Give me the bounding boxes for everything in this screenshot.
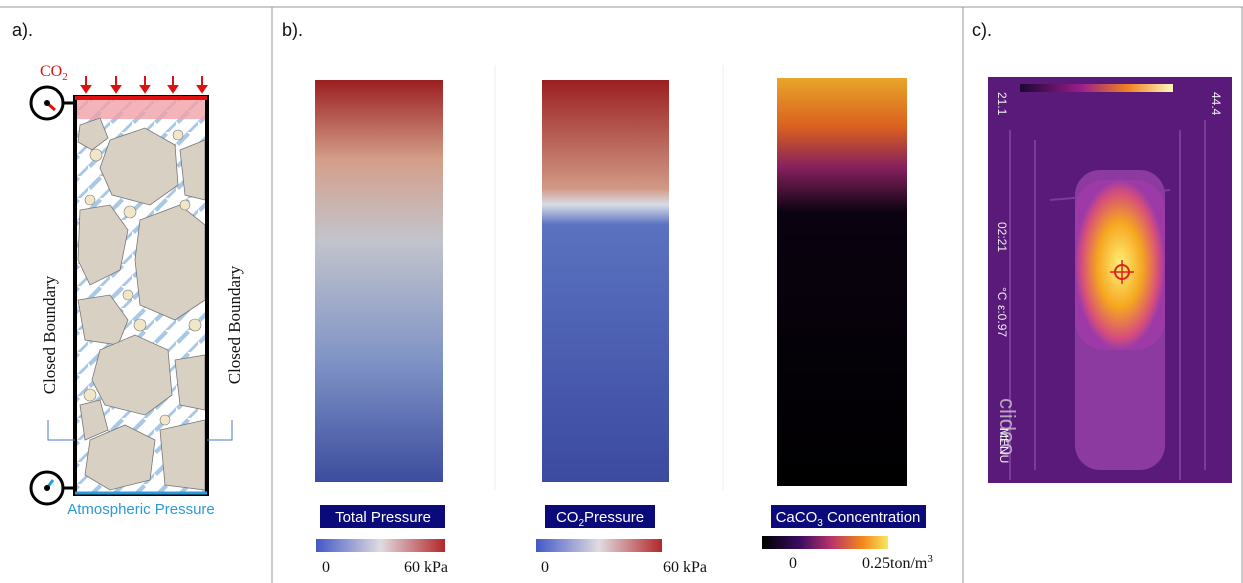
colorbar [536, 539, 662, 552]
min-temp: 21.1 [995, 92, 1009, 116]
figure: a). b). c). CO2 Closed Boundary Closed B… [0, 0, 1243, 583]
column-schematic [31, 76, 232, 504]
concentration-map [777, 78, 907, 486]
boundary-label: Closed Boundary [40, 275, 59, 394]
colorbar [316, 539, 445, 552]
gas-main: CO [40, 63, 62, 80]
caption: Total Pressure [335, 509, 431, 526]
pressure-map [542, 80, 669, 482]
gas-sub: 2 [62, 71, 68, 83]
caption-main: CaCO [776, 509, 818, 526]
max-temp: 44.4 [1209, 92, 1223, 116]
gas-label: CO2 [40, 63, 68, 83]
colorbar-min: 0 [322, 559, 330, 576]
caption-rest: Pressure [584, 509, 644, 526]
colorbar [762, 536, 888, 549]
time: 02:21 [995, 222, 1009, 252]
menu: MENU [997, 428, 1011, 463]
panel-label: b). [282, 20, 303, 40]
caption-rest: Concentration [823, 509, 921, 526]
emissivity: ε:0.97 [995, 305, 1009, 337]
colorbar-max: 60 kPa [663, 559, 707, 576]
pressure-map [315, 80, 443, 482]
colorbar-max: 0.25ton/m3 [862, 553, 933, 572]
colorbar-min: 0 [789, 555, 797, 572]
unit: °C [995, 287, 1009, 301]
colorbar-max: 60 kPa [404, 559, 448, 576]
colorbar-max-main: 0.25ton/m [862, 555, 928, 572]
thermal-image [988, 77, 1232, 483]
colorbar-max-sup: 3 [927, 553, 933, 565]
colorbar-min: 0 [541, 559, 549, 576]
caption-main: CO [556, 509, 579, 526]
panel-label: c). [972, 20, 992, 40]
panel-label: a). [12, 20, 33, 40]
bottom-label: Atmospheric Pressure [67, 501, 215, 518]
boundary-label: Closed Boundary [225, 265, 244, 384]
